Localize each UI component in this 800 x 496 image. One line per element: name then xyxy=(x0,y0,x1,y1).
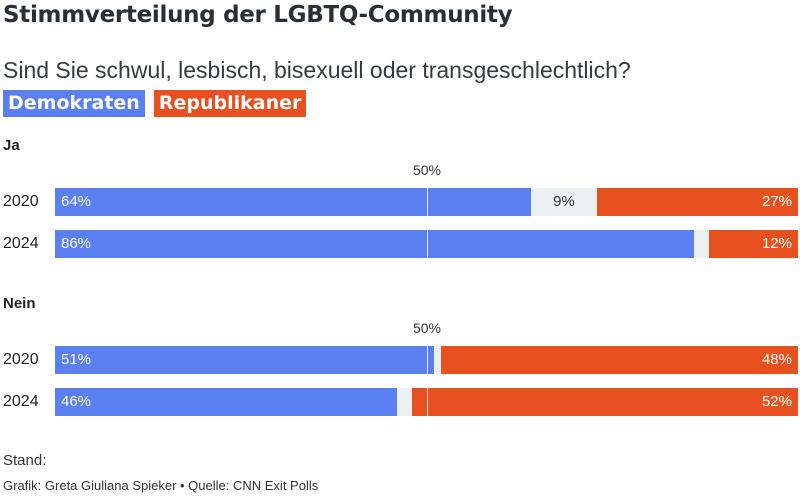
bar-segment-other xyxy=(693,230,709,258)
bar-segment-demokraten: 46% xyxy=(55,388,397,416)
bar-row-nein-2024: 46% 52% xyxy=(55,388,798,416)
midpoint-label: 50% xyxy=(412,162,442,178)
bar-segment-demokraten: 64% xyxy=(55,188,531,216)
bar-row-ja-2020: 64% 9% 27% xyxy=(55,188,798,216)
legend: Demokraten Republikaner xyxy=(3,90,307,117)
stand-label: Stand: xyxy=(3,452,47,469)
bar-row-nein-2020: 51% 48% xyxy=(55,346,798,374)
bar-segment-republikaner: 27% xyxy=(597,188,798,216)
bar-segment-republikaner: 52% xyxy=(411,388,798,416)
bar-segment-other xyxy=(433,346,442,374)
chart-subtitle: Sind Sie schwul, lesbisch, bisexuell ode… xyxy=(3,57,631,83)
midpoint-label: 50% xyxy=(412,320,442,336)
bar-segment-republikaner: 12% xyxy=(708,230,798,258)
year-label: 2020 xyxy=(3,351,39,368)
group-label-ja: Ja xyxy=(3,137,20,154)
midpoint-line xyxy=(427,346,428,416)
year-label: 2024 xyxy=(3,393,39,410)
year-label: 2024 xyxy=(3,235,39,252)
bar-segment-other: 9% xyxy=(530,188,598,216)
bar-segment-demokraten: 51% xyxy=(55,346,434,374)
year-label: 2020 xyxy=(3,193,39,210)
legend-item-demokraten: Demokraten xyxy=(3,90,145,117)
bar-segment-demokraten: 86% xyxy=(55,230,694,258)
bar-row-ja-2024: 86% 12% xyxy=(55,230,798,258)
chart-title: Stimmverteilung der LGBTQ-Community xyxy=(3,2,513,28)
credit-line: Grafik: Greta Giuliana Spieker • Quelle:… xyxy=(3,478,319,493)
bar-segment-republikaner: 48% xyxy=(441,346,798,374)
legend-item-republikaner: Republikaner xyxy=(153,90,307,117)
group-label-nein: Nein xyxy=(3,295,36,312)
midpoint-line xyxy=(427,188,428,258)
bar-segment-other xyxy=(396,388,412,416)
